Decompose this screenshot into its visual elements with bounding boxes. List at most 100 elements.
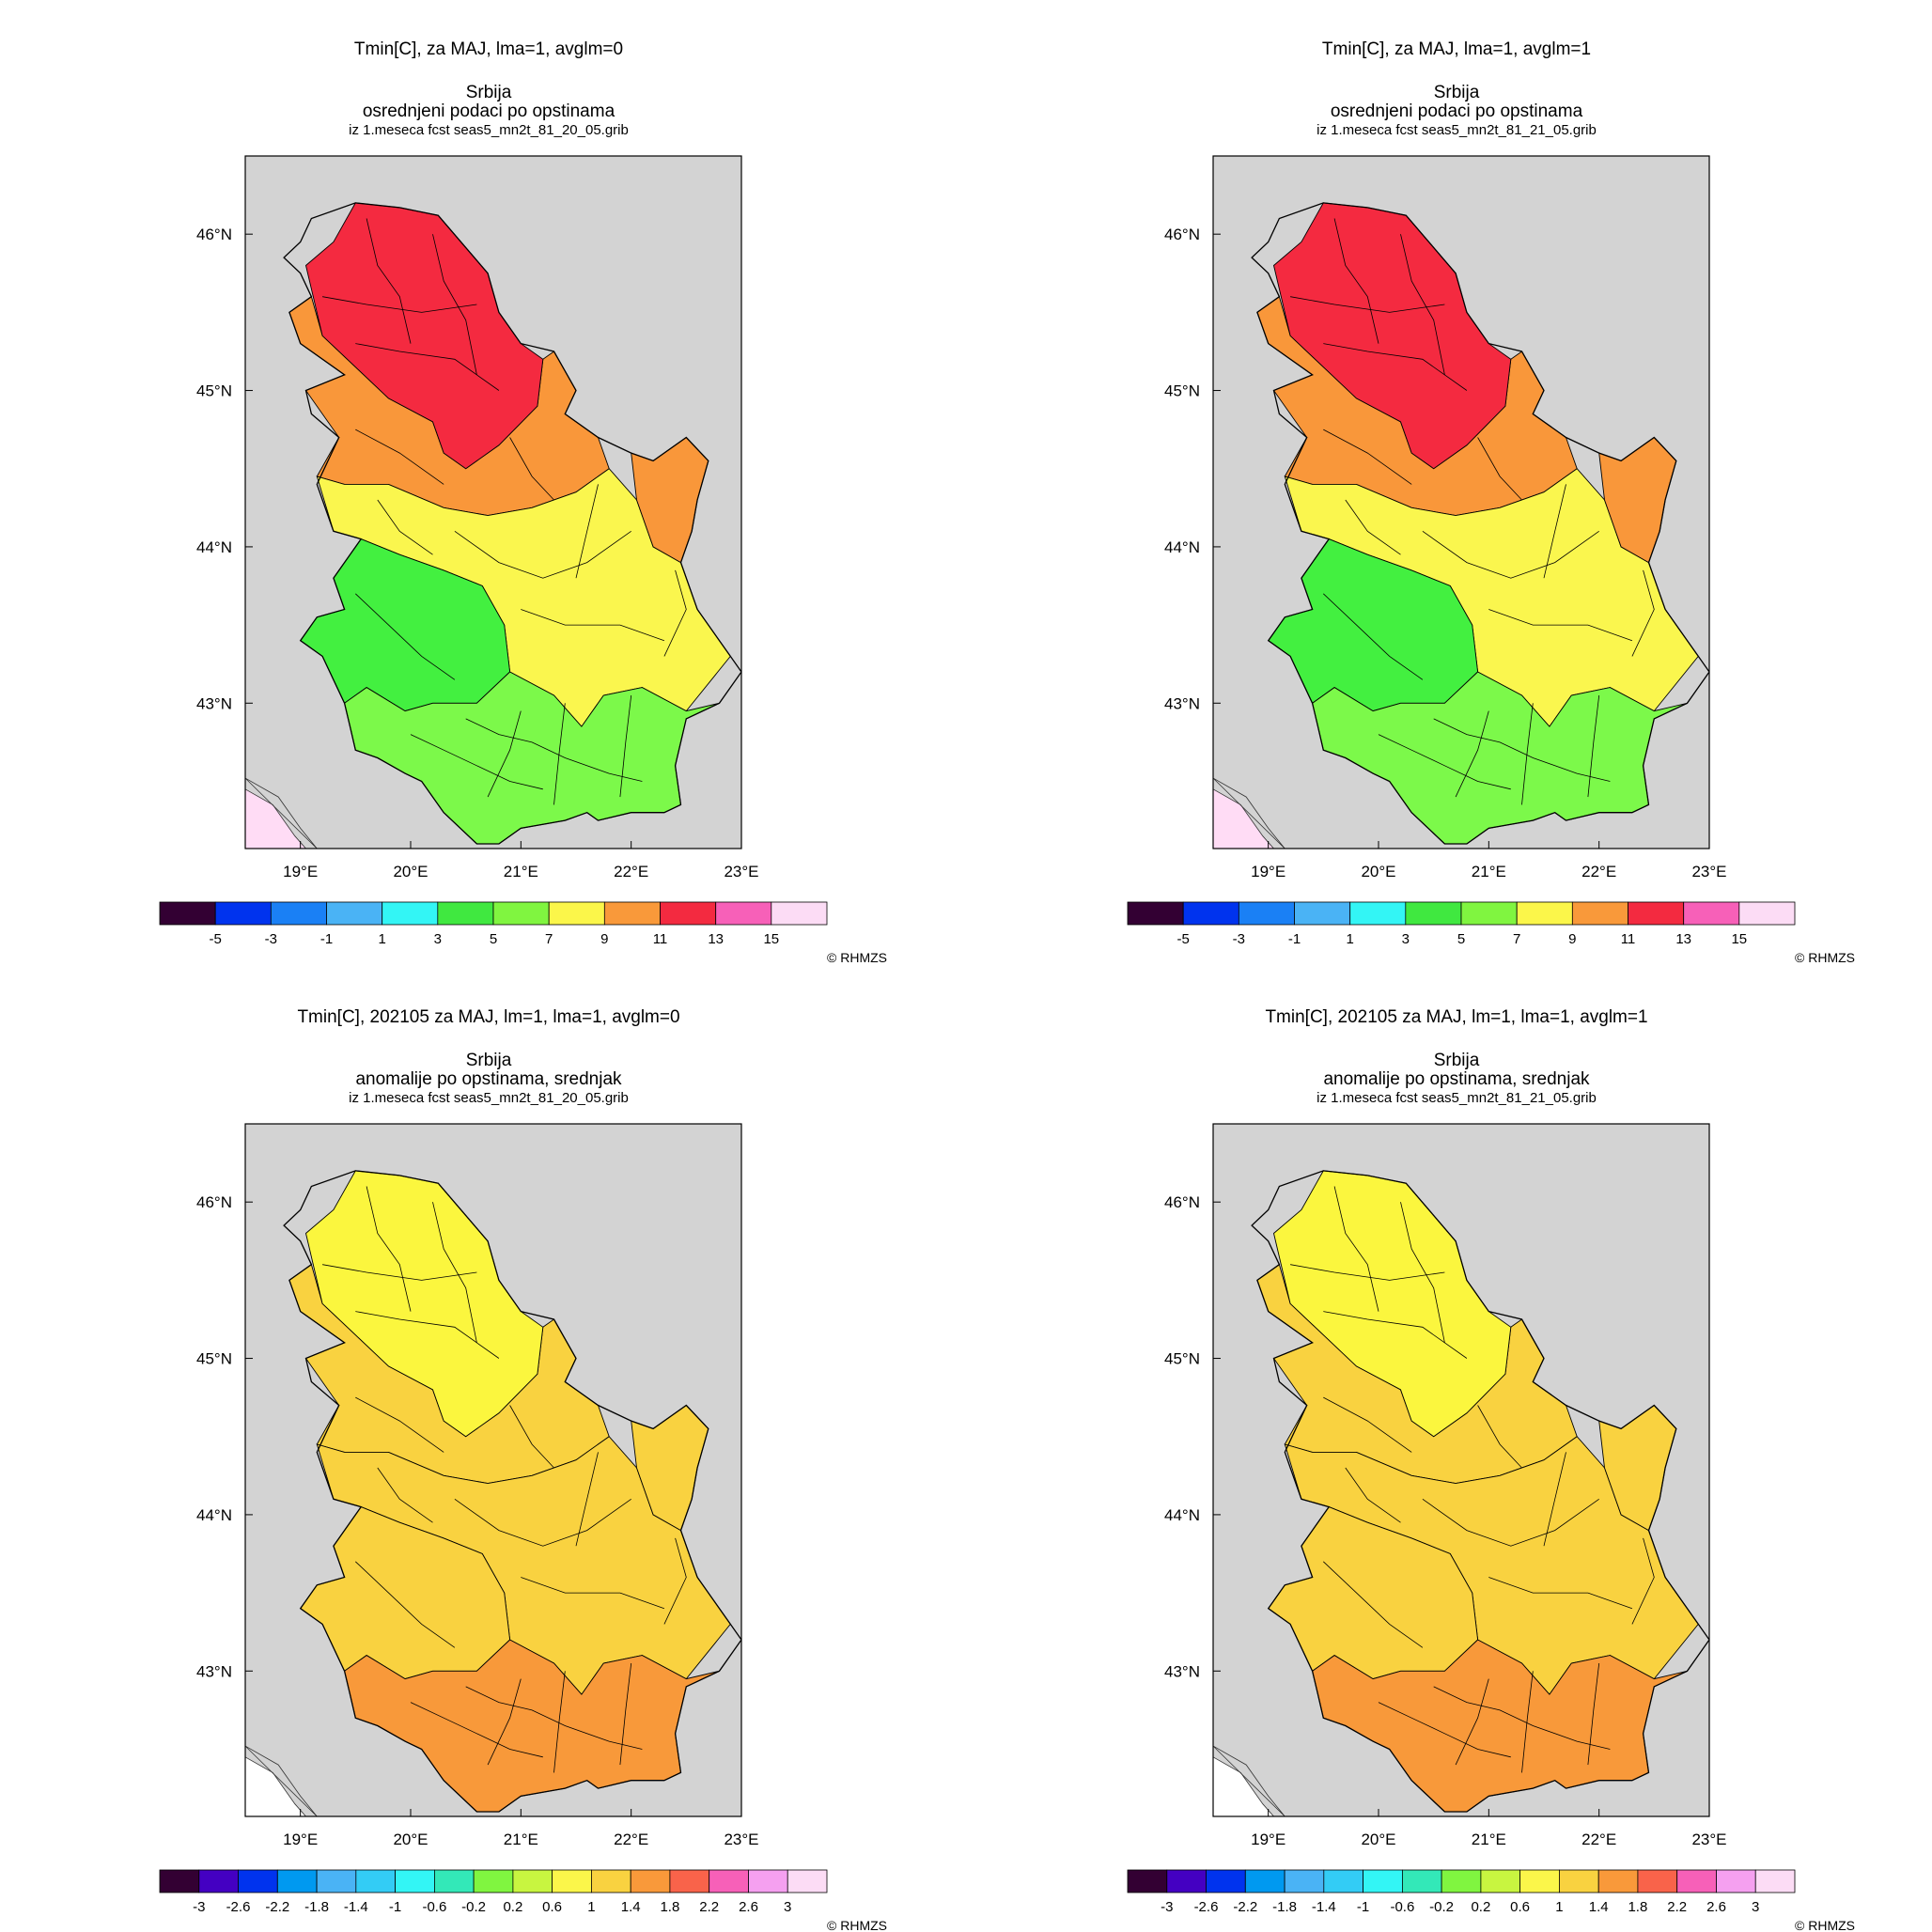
colorbar-swatch [1676, 1869, 1717, 1893]
colorbar-swatch [1637, 1869, 1678, 1893]
municipality-boundary [322, 296, 477, 313]
colorbar-label: 2.2 [699, 1899, 719, 1915]
colorbar-label: 7 [545, 931, 553, 947]
panel-subtitle-source: iz 1.meseca fcst seas5_mn2t_81_20_05.gri… [349, 1090, 629, 1106]
panel-subtitle-region: Srbija [1434, 1051, 1480, 1070]
lat-tick-label: 43°N [196, 1662, 232, 1680]
colorbar-swatch [1460, 901, 1518, 926]
lon-tick-label: 20°E [1361, 863, 1395, 880]
country-outline [1251, 202, 1709, 845]
colorbar-swatch [552, 1869, 592, 1893]
colorbar-swatch [238, 1869, 278, 1893]
colorbar-swatch [1127, 901, 1184, 926]
lat-tick-label: 44°N [196, 538, 232, 556]
municipality-boundary [1323, 343, 1468, 391]
colorbar-swatch [1480, 1869, 1521, 1893]
municipality-boundary [465, 1686, 643, 1750]
municipality-boundary [663, 569, 687, 657]
lat-tick-label: 46°N [196, 226, 232, 243]
colorbar-label: -2.2 [265, 1899, 289, 1915]
lon-tick-label: 22°E [614, 863, 648, 880]
municipality-boundary [1323, 1561, 1424, 1648]
municipality-boundary [1587, 694, 1600, 798]
panel-title: Tmin[C], za MAJ, lma=1, avglm=0 [354, 39, 623, 59]
municipality-boundary [663, 1537, 687, 1625]
municipality-boundary [1543, 1452, 1566, 1547]
municipality-boundary [1345, 499, 1401, 555]
colorbar-swatch [1516, 901, 1573, 926]
colorbar-label: 3 [1402, 931, 1410, 947]
colorbar-swatch [787, 1869, 828, 1893]
colorbar-swatch [1519, 1869, 1560, 1893]
lon-tick-label: 19°E [1251, 863, 1285, 880]
colorbar-label: 0.2 [503, 1899, 522, 1915]
municipality-boundary [487, 710, 522, 798]
municipality-boundary [454, 530, 631, 579]
lon-tick-label: 21°E [1472, 863, 1506, 880]
colorbar-swatch [159, 1869, 200, 1893]
colorbar-label: 1.4 [1589, 1899, 1609, 1915]
colorbar-label: 3 [784, 1899, 791, 1915]
colorbar-label: 1 [1555, 1899, 1563, 1915]
colorbar-label: 15 [1731, 931, 1747, 947]
panel-title: Tmin[C], 202105 za MAJ, lm=1, lma=1, avg… [1265, 1007, 1647, 1027]
colorbar-swatch [198, 1869, 240, 1893]
municipality-boundary [1333, 218, 1379, 344]
colorbar-label: -1.8 [1272, 1899, 1297, 1915]
municipality-boundary [355, 593, 456, 680]
colorbar-swatch [1166, 1869, 1208, 1893]
municipality-boundary [410, 734, 543, 790]
country-outline [1251, 1170, 1709, 1813]
lat-tick-label: 43°N [196, 694, 232, 712]
municipality-boundary [1543, 484, 1566, 579]
map-frame [1212, 155, 1710, 849]
colorbar-label: -5 [210, 931, 222, 947]
colorbar-label: 11 [653, 931, 668, 947]
colorbar-swatch [316, 1869, 357, 1893]
municipality-boundary [355, 1311, 500, 1359]
map-panel-2: Tmin[C], za MAJ, lma=1, avglm=1 Srbijaosr… [1127, 39, 1855, 965]
colorbar-label: -0.6 [1390, 1899, 1414, 1915]
colorbar-swatch [1754, 1869, 1796, 1893]
panel-title: Tmin[C], za MAJ, lma=1, avglm=1 [1322, 39, 1591, 59]
colorbar-swatch [1206, 1869, 1246, 1893]
map-area [245, 202, 741, 849]
municipality-boundary [355, 428, 444, 485]
colorbar-swatch [603, 901, 661, 926]
map-frame [244, 155, 742, 849]
colorbar-swatch [512, 1869, 553, 1893]
lon-tick-label: 21°E [1472, 1831, 1506, 1848]
colorbar-swatch [660, 901, 717, 926]
municipality-boundary [1455, 710, 1489, 798]
colorbar-label: 11 [1621, 931, 1636, 947]
lat-tick-label: 45°N [196, 382, 232, 400]
colorbar-label: 9 [1568, 931, 1576, 947]
colorbar: -3 -2.6 -2.2 -1.8 -1.4 -1 -0.6 -0.2 0.2 0.6 1 1.4 1.… [1127, 1869, 1796, 1915]
colorbar-swatch [1238, 901, 1295, 926]
colorbar-label: 5 [490, 931, 497, 947]
colorbar-label: 1.8 [1628, 1899, 1647, 1915]
colorbar-label: -1 [1288, 931, 1301, 947]
colorbar-swatch [669, 1869, 710, 1893]
colorbar-label: 2.6 [739, 1899, 758, 1915]
panel-subtitle-description: osrednjeni podaci po opstinama [1331, 101, 1583, 121]
colorbar-swatch [492, 901, 550, 926]
colorbar-label: 0.2 [1471, 1899, 1490, 1915]
municipality-boundary [1587, 1662, 1600, 1766]
panel-subtitle-region: Srbija [466, 83, 512, 102]
colorbar-label: 13 [708, 931, 724, 947]
map-panel-3: Tmin[C], 202105 za MAJ, lm=1, lma=1, avg… [159, 1007, 887, 1932]
municipality-boundary [366, 1186, 412, 1312]
neighbor-border-line [245, 1745, 318, 1816]
colorbar-label: -2.6 [1194, 1899, 1219, 1915]
lon-tick-label: 22°E [614, 1831, 648, 1848]
municipality-boundary [509, 437, 554, 501]
colorbar-swatch [1294, 901, 1351, 926]
municipality-boundary [1433, 718, 1611, 782]
colorbar-swatch [1738, 901, 1796, 926]
colorbar-swatch [630, 1869, 671, 1893]
lat-tick-label: 46°N [1164, 1193, 1200, 1211]
colorbar-swatch [715, 901, 772, 926]
map-panel-4: Tmin[C], 202105 za MAJ, lm=1, lma=1, avg… [1127, 1007, 1855, 1932]
